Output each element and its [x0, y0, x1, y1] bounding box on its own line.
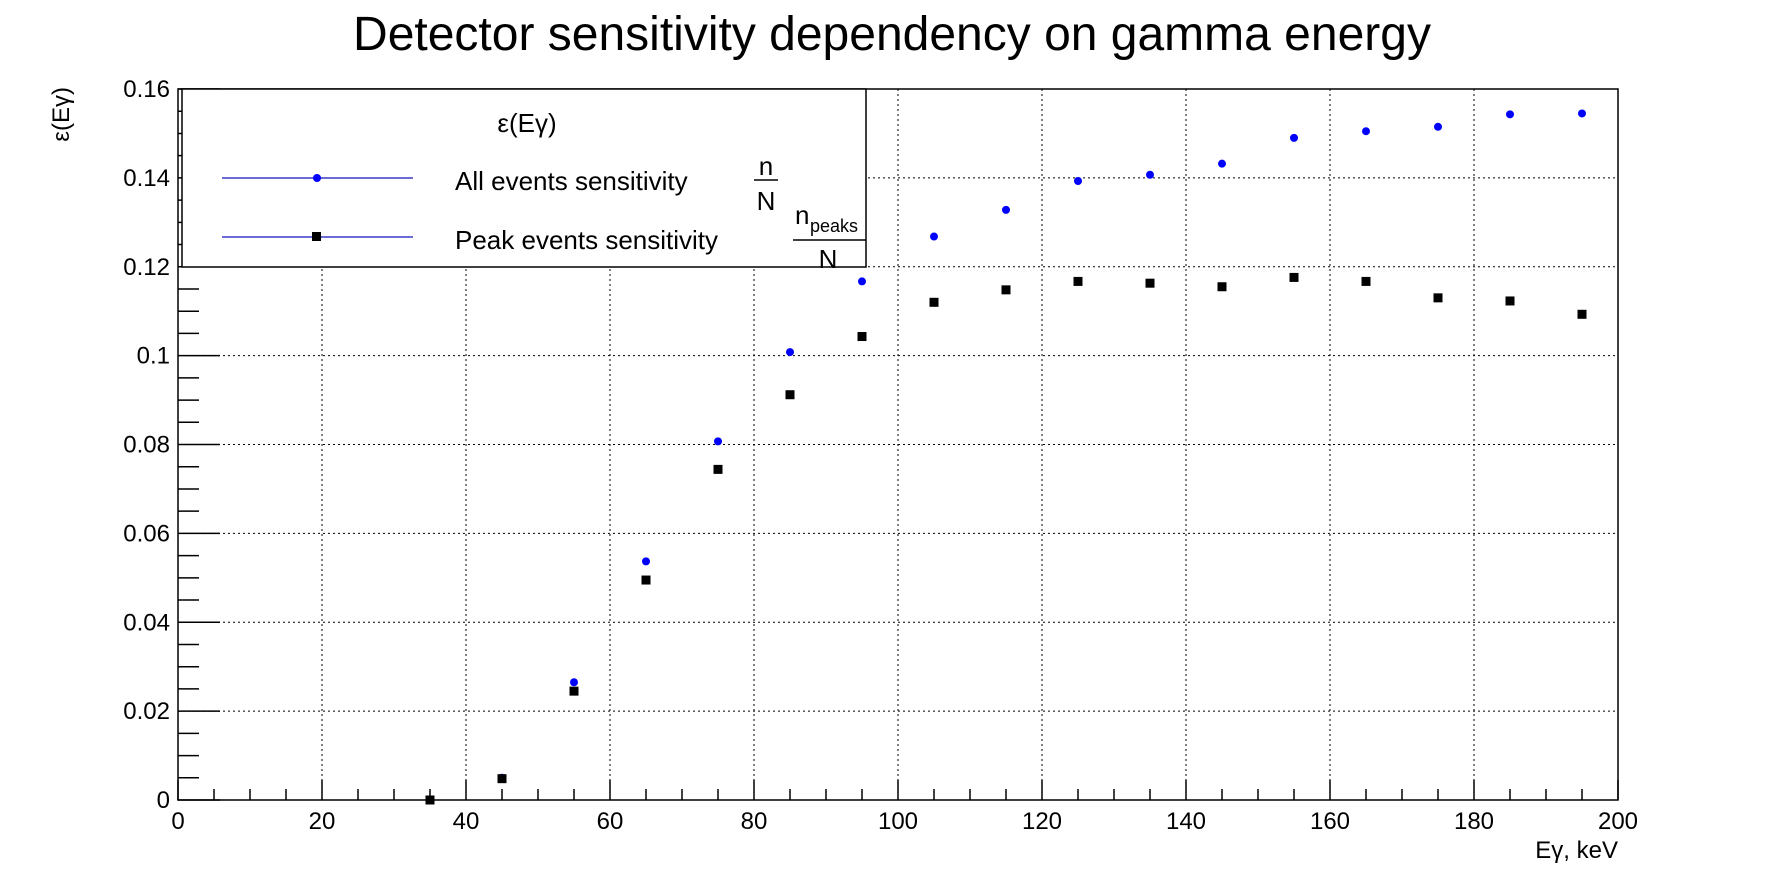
data-point-peak-events	[857, 332, 867, 342]
data-point-all-events	[930, 232, 938, 241]
x-tick-label: 80	[741, 808, 768, 835]
y-tick-label: 0	[157, 787, 170, 814]
data-point-peak-events	[497, 774, 507, 784]
data-point-all-events	[1362, 127, 1370, 136]
y-tick-label: 0.16	[123, 76, 170, 103]
data-point-peak-events	[1577, 309, 1587, 319]
y-tick-label: 0.08	[123, 432, 170, 459]
data-point-peak-events	[1073, 276, 1083, 286]
x-tick-label: 140	[1166, 808, 1206, 835]
data-point-all-events	[714, 437, 722, 446]
data-point-peak-events	[569, 686, 579, 696]
data-point-peak-events	[1217, 282, 1227, 292]
data-point-peak-events	[713, 464, 723, 474]
data-point-all-events	[1290, 133, 1298, 142]
data-point-peak-events	[1505, 296, 1515, 306]
data-point-all-events	[642, 557, 650, 566]
x-tick-label: 160	[1310, 808, 1350, 835]
data-point-peak-events	[1289, 272, 1299, 282]
x-tick-label: 180	[1454, 808, 1494, 835]
legend-marker-peak	[312, 232, 321, 241]
data-point-peak-events	[1433, 293, 1443, 303]
data-point-peak-events	[1001, 285, 1011, 295]
data-point-all-events	[1146, 170, 1154, 179]
x-tick-label: 20	[309, 808, 336, 835]
x-tick-label: 0	[171, 808, 184, 835]
legend-marker-all	[313, 174, 321, 182]
y-tick-label: 0.06	[123, 520, 170, 547]
chart-title: Detector sensitivity dependency on gamma…	[353, 8, 1431, 61]
data-point-all-events	[1218, 159, 1226, 168]
y-tick-label: 0.04	[123, 609, 170, 636]
x-tick-label: 200	[1598, 808, 1638, 835]
data-point-peak-events	[1145, 278, 1155, 288]
legend-fraction-den-peak: N	[819, 244, 838, 274]
data-point-peak-events	[425, 795, 435, 805]
data-point-all-events	[1074, 176, 1082, 185]
x-axis-label: Eγ, keV	[1535, 837, 1618, 864]
data-point-all-events	[786, 348, 794, 357]
data-point-all-events	[858, 277, 866, 286]
x-tick-label: 120	[1022, 808, 1062, 835]
legend-label-peak: Peak events sensitivity	[455, 225, 718, 255]
y-tick-label: 0.02	[123, 698, 170, 725]
data-point-peak-events	[929, 297, 939, 307]
x-tick-label: 100	[878, 808, 918, 835]
legend-label-all: All events sensitivity	[455, 166, 688, 196]
legend-fraction-sub-peak: peaks	[810, 216, 858, 236]
legend-fraction-num-peak: n	[795, 200, 809, 230]
x-tick-label: 60	[597, 808, 624, 835]
data-point-all-events	[1578, 109, 1586, 118]
legend-fraction-num-all: n	[759, 151, 773, 181]
x-tick-label: 40	[453, 808, 480, 835]
data-point-peak-events	[641, 575, 651, 585]
y-tick-label: 0.14	[123, 165, 170, 192]
data-point-all-events	[1002, 205, 1010, 214]
data-point-peak-events	[785, 390, 795, 400]
y-tick-label: 0.12	[123, 254, 170, 281]
y-tick-label: 0.1	[137, 343, 170, 370]
data-point-all-events	[1434, 122, 1442, 131]
legend-fraction-den-all: N	[757, 186, 776, 216]
data-point-peak-events	[1361, 276, 1371, 286]
data-point-all-events	[1506, 110, 1514, 119]
y-axis-label: ε(Eγ)	[48, 87, 75, 142]
legend-header: ε(Eγ)	[497, 108, 556, 138]
data-point-all-events	[570, 678, 578, 687]
legend: ε(Eγ) All events sensitivity n N Peak ev…	[181, 88, 867, 274]
data-points	[425, 109, 1587, 805]
